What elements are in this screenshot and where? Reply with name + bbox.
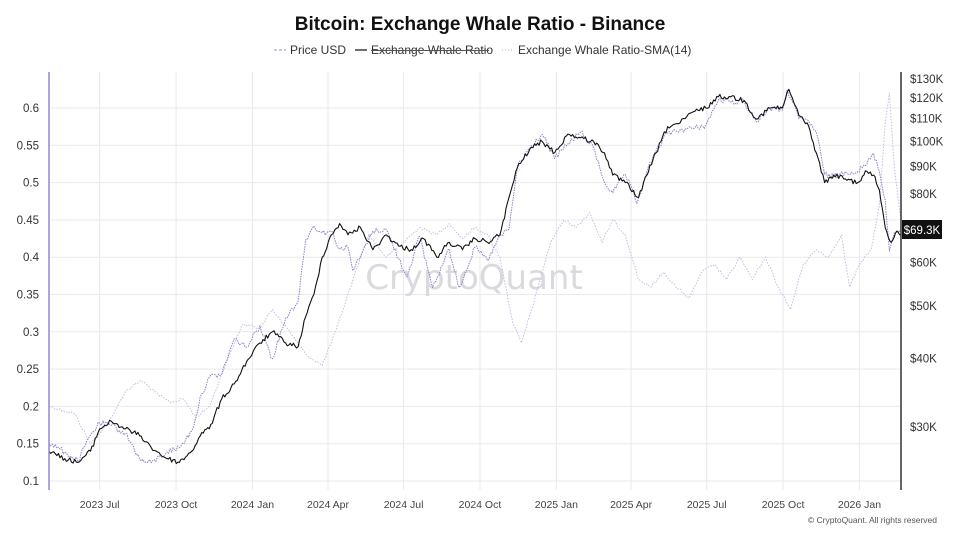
y-tick-label-left: 0.5 (23, 178, 39, 190)
chart-title: Bitcoin: Exchange Whale Ratio - Binance (295, 14, 666, 35)
series-line-exchange-whale-ratio (48, 88, 902, 465)
legend-label-sma: Exchange Whale Ratio-SMA(14) (518, 43, 691, 57)
legend-label-price: Price USD (290, 43, 346, 57)
y-tick-label-right: $80K (910, 189, 937, 201)
y-tick-label-left: 0.35 (17, 290, 39, 302)
y-tick-label-right: $60K (910, 258, 937, 270)
watermark: CryptoQuant (365, 258, 583, 298)
x-tick-label: 2026 Jan (838, 499, 881, 511)
legend-item-whale-ratio[interactable]: Exchange Whale Ratio (355, 43, 493, 57)
y-tick-label-right: $30K (910, 422, 937, 434)
y-tick-label-left: 0.2 (23, 401, 39, 413)
x-tick-label: 2024 Jan (231, 499, 274, 511)
copyright: © CryptoQuant. All rights reserved (808, 515, 937, 525)
y-tick-label-left: 0.4 (23, 252, 40, 264)
x-tick-label: 2025 Oct (762, 499, 805, 511)
x-tick-label: 2024 Oct (459, 499, 502, 511)
gridlines (49, 72, 901, 490)
series-line-price-usd (48, 88, 902, 464)
price-label: $69.3K (902, 220, 942, 239)
y-tick-label-left: 0.1 (23, 476, 39, 488)
legend-item-price[interactable]: Price USD (274, 43, 346, 57)
y-axis-left-ticks: 0.1 0.15 0.2 0.25 0.3 0.35 0.4 0.45 0.5 0.55 0.6 (17, 103, 40, 488)
x-tick-label: 2024 Apr (307, 499, 350, 511)
y-tick-label-left: 0.45 (17, 215, 39, 227)
y-tick-label-right: $130K (910, 74, 944, 86)
legend: Price USD Exchange Whale Ratio Exchange … (274, 43, 691, 57)
y-tick-label-left: 0.25 (17, 364, 39, 376)
x-tick-label: 2025 Jul (687, 499, 727, 511)
x-tick-label: 2023 Oct (155, 499, 198, 511)
y-tick-label-right: $90K (910, 161, 937, 173)
y-tick-label-left: 0.3 (23, 327, 39, 339)
x-tick-label: 2024 Jul (384, 499, 424, 511)
y-tick-label-right: $120K (910, 93, 944, 105)
y-tick-label-left: 0.55 (17, 140, 39, 152)
price-label-background (902, 220, 942, 239)
x-tick-label: 2025 Apr (610, 499, 653, 511)
x-axis-ticks: 2023 Jul 2023 Oct 2024 Jan 2024 Apr 2024 Jul… (80, 499, 881, 511)
y-axis-right-ticks: $30K $40K $50K $60K $80K $90K $100K $110K $120K $… (910, 74, 944, 434)
y-tick-label-left: 0.6 (23, 103, 39, 115)
x-tick-label: 2023 Jul (80, 499, 120, 511)
price-label-text: $69.3K (904, 225, 941, 237)
legend-item-sma[interactable]: Exchange Whale Ratio-SMA(14) (502, 43, 691, 57)
series-line-exchange-whale-ratio-sma-14 (48, 92, 902, 445)
x-tick-label: 2025 Jan (535, 499, 578, 511)
y-tick-label-right: $40K (910, 354, 937, 366)
y-tick-label-left: 0.15 (17, 439, 39, 451)
y-tick-label-right: $50K (910, 301, 937, 313)
y-tick-label-right: $100K (910, 136, 944, 148)
series-layer (48, 88, 902, 465)
y-tick-label-right: $110K (910, 114, 943, 126)
